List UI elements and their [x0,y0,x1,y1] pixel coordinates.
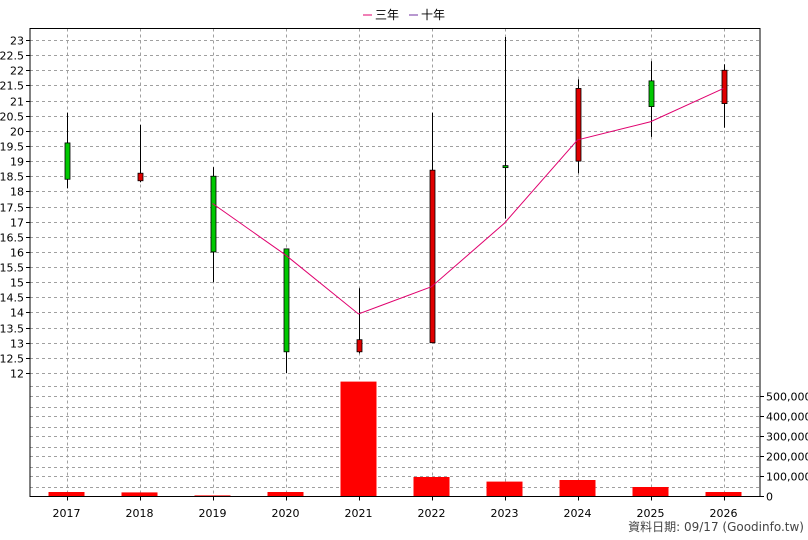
volume-bar-2018 [121,492,158,497]
year-label-2017: 2017 [53,507,81,520]
price-tick-label: 12.5 [0,353,24,366]
volume-bar-2023 [486,481,523,497]
year-label-2019: 2019 [199,507,227,520]
candle-body [648,80,655,107]
data-credit: 資料日期: 09/17 (Goodinfo.tw) [628,520,804,534]
price-tick-label: 19.5 [0,141,24,154]
price-tick-label: 21.5 [0,80,24,93]
candle-body [64,142,71,180]
legend: 三年 十年 [363,8,445,22]
candle-2025 [648,61,655,137]
price-tick-label: 14 [10,307,24,320]
average-lines [212,87,724,315]
candle-body [210,175,217,253]
price-tick-label: 19 [10,156,24,169]
candle-body [429,169,436,344]
price-tick-label: 20.5 [0,111,24,124]
price-tick-label: 17 [10,217,24,230]
year-label-2025: 2025 [637,507,665,520]
year-label-2020: 2020 [272,507,300,520]
volume-bar-2022 [413,477,450,497]
price-tick-label: 12 [10,368,24,381]
candle-body [356,339,363,353]
plot-frame [29,28,761,497]
price-tick-label: 13 [10,338,24,351]
candle-body [137,172,144,182]
volume-bar-2026 [705,492,742,497]
price-tick-label: 20 [10,126,24,139]
price-tick-label: 22 [10,65,24,78]
candle-2022 [429,112,436,344]
volume-grid [30,386,760,497]
price-tick-label: 22.5 [0,50,24,63]
year-label-2022: 2022 [418,507,446,520]
volume-axis: 0 100,000 200,000 300,000 400,000 500,000 [760,391,808,504]
volume-bar-2017 [48,492,85,497]
year-label-2024: 2024 [564,507,592,520]
price-tick-label: 15 [10,277,24,290]
legend-label-10yr: 十年 [421,8,445,22]
legend-label-3yr: 三年 [375,8,399,22]
year-label-2021: 2021 [345,507,373,520]
candle-2020 [283,248,290,373]
candle-2021 [356,288,363,354]
avg-line-三年 [212,87,724,315]
price-axis: 23 22.5 22 21.5 21 20.5 20 19.5 19 18.5 18 17.5 17 16… [0,35,30,381]
volume-bar-2025 [632,487,669,497]
volume-bar-2019 [194,495,231,497]
volume-bar-2020 [267,492,304,497]
candle-2019 [210,167,217,283]
price-tick-label: 16.5 [0,232,24,245]
price-tick-label: 23 [10,35,24,48]
price-tick-label: 15.5 [0,262,24,275]
volume-tick-label: 200,000 [766,451,808,464]
price-tick-label: 14.5 [0,292,24,305]
candle-body [575,88,582,162]
price-tick-label: 17.5 [0,202,24,215]
volume-tick-label: 400,000 [766,411,808,424]
candle-body [283,248,290,353]
volume-bar-2024 [559,480,596,497]
year-label-2018: 2018 [126,507,154,520]
candlesticks [64,36,728,373]
volume-tick-label: 500,000 [766,391,808,404]
price-tick-label: 18.5 [0,171,24,184]
price-tick-label: 13.5 [0,323,24,336]
candle-2026 [721,64,728,128]
candle-2017 [64,112,71,189]
volume-tick-label: 100,000 [766,471,808,484]
year-label-2026: 2026 [710,507,738,520]
candle-body [721,69,728,104]
volume-bars [48,381,742,497]
price-tick-label: 21 [10,96,24,109]
candle-body [502,165,509,169]
candle-2018 [137,124,144,183]
candle-2023 [502,36,509,219]
volume-tick-label: 0 [766,491,773,504]
volume-bar-2021 [340,381,377,497]
volume-tick-label: 300,000 [766,431,808,444]
year-label-2023: 2023 [491,507,519,520]
candle-2024 [575,79,582,174]
price-tick-label: 18 [10,186,24,199]
year-axis: 2017 2018 2019 2020 2021 2022 2023 2024 2025 2026 [53,496,738,520]
price-tick-label: 16 [10,247,24,260]
